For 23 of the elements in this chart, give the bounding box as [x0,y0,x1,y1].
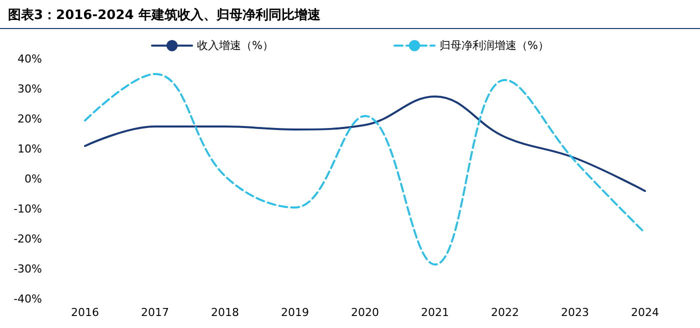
x-tick-label: 2020 [351,306,379,319]
y-tick-label: -20% [14,232,42,246]
line-series [84,96,646,192]
line-series [84,73,646,266]
y-tick-label: 20% [18,112,42,126]
legend-label: 归母净利润增速（%） [440,39,549,52]
x-tick-label: 2018 [211,306,239,319]
y-tick-label: 30% [18,82,42,96]
x-tick-label: 2016 [71,306,99,319]
chart-title: 图表3：2016-2024 年建筑收入、归母净利同比增速 [0,0,700,29]
x-tick-label: 2021 [421,306,449,319]
x-tick-label: 2024 [631,306,659,319]
x-tick-label: 2023 [561,306,589,319]
x-tick-label: 2017 [141,306,169,319]
y-tick-label: -40% [14,292,42,306]
y-tick-label: 0% [24,172,42,186]
x-tick-label: 2022 [491,306,519,319]
y-tick-label: 40% [18,52,42,66]
x-tick-label: 2019 [281,306,309,319]
legend-label: 收入增速（%） [197,39,274,52]
y-tick-label: 10% [18,142,42,156]
y-tick-label: -10% [14,202,42,216]
y-tick-label: -30% [14,262,42,276]
